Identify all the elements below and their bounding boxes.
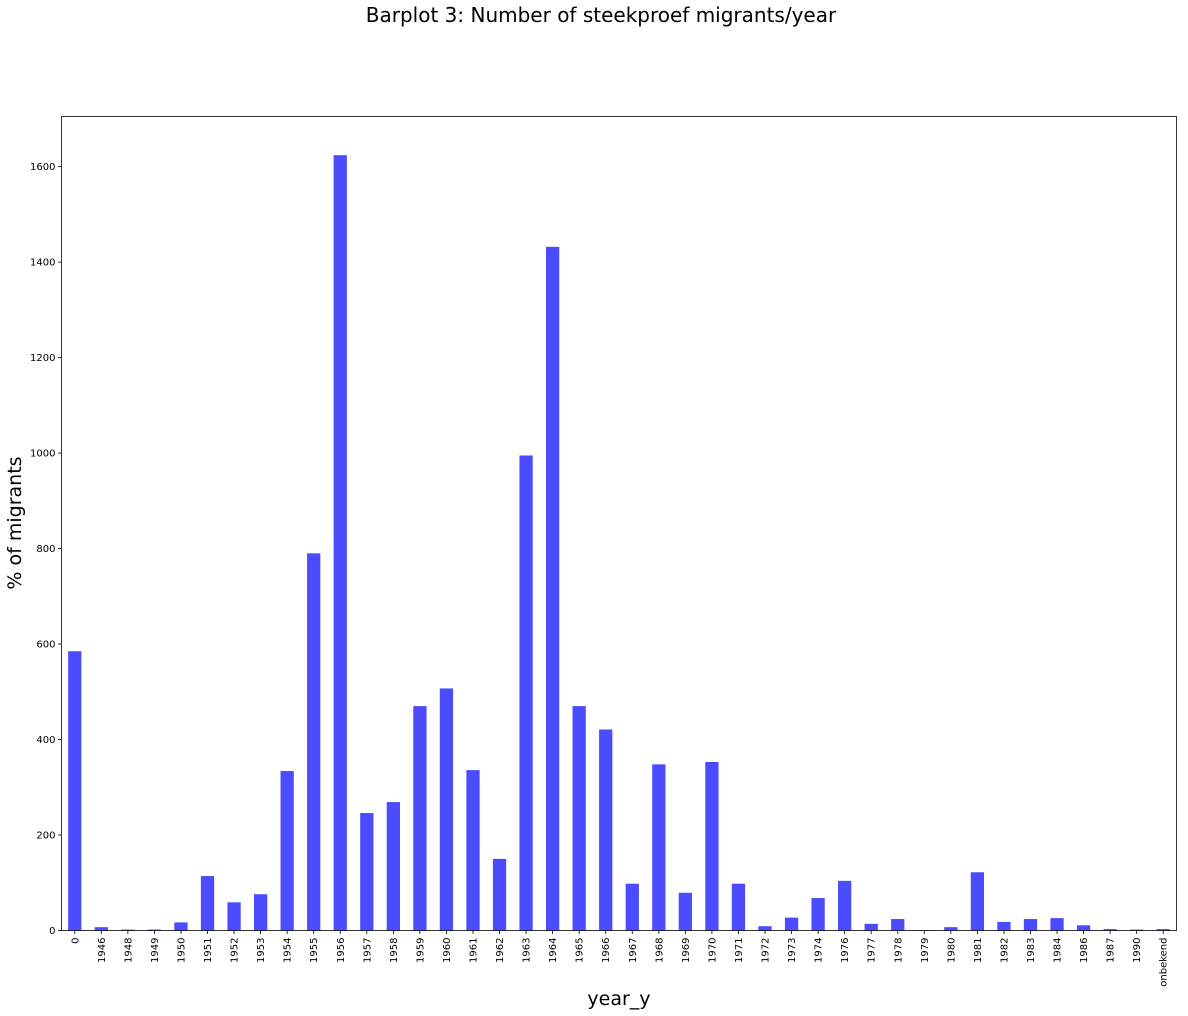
x-tick-label: 1950 (176, 938, 187, 963)
bar (360, 813, 374, 931)
bar (838, 880, 852, 931)
bar (492, 858, 507, 931)
bar (944, 927, 958, 931)
bar (599, 729, 613, 931)
bar (121, 929, 135, 931)
x-tick-label: 1966 (601, 938, 612, 963)
bar (1103, 929, 1117, 931)
y-tick-label: 0 (49, 926, 55, 937)
x-tick-label: 1964 (548, 938, 559, 963)
plot-frame (61, 116, 1177, 931)
x-tick-label: 1953 (256, 938, 267, 963)
y-tick-label: 600 (36, 640, 55, 651)
x-axis-title: year_y (587, 988, 650, 1010)
x-tick-label: 1990 (1132, 938, 1143, 963)
y-tick-label: 1400 (30, 258, 55, 269)
x-tick-label: 1960 (442, 938, 453, 963)
bar (1076, 925, 1091, 931)
x-tick-label: 1981 (973, 938, 984, 963)
x-tick-label: 1972 (761, 938, 772, 963)
bar (731, 883, 746, 931)
bar (784, 917, 799, 931)
x-tick-label: 1961 (468, 938, 479, 963)
bar (174, 922, 188, 931)
bar (253, 894, 268, 931)
bar (200, 876, 215, 931)
x-tick-label: 1984 (1053, 938, 1064, 963)
x-tick-label: 1973 (787, 938, 798, 963)
x-tick-label: 1977 (867, 938, 878, 963)
y-tick-label: 200 (36, 831, 55, 842)
bar (678, 892, 692, 931)
x-tick-label: 1959 (415, 938, 426, 963)
bar (94, 927, 108, 931)
bar (997, 921, 1011, 931)
x-tick-label: 1956 (336, 938, 347, 963)
x-tick-label: 1954 (283, 938, 294, 963)
x-tick-label: 1969 (681, 938, 692, 963)
bar (413, 706, 427, 931)
x-tick-label: 1971 (734, 938, 745, 963)
x-tick-label: 1974 (814, 938, 825, 963)
bar (386, 802, 400, 931)
x-tick-label: 1957 (362, 938, 373, 963)
bar (147, 929, 162, 931)
x-tick-label: 1948 (123, 938, 134, 963)
x-tick-label: 1983 (1026, 938, 1037, 963)
x-tick-label: 1955 (309, 938, 320, 963)
bar (572, 706, 586, 931)
bar (1130, 929, 1144, 931)
x-tick-label: 1968 (654, 938, 665, 963)
bar (519, 455, 533, 931)
bar (758, 926, 772, 931)
x-tick-label: 0 (70, 938, 81, 944)
x-tick-label: 1963 (522, 938, 533, 963)
bar (307, 553, 321, 931)
y-tick-label: 1200 (30, 353, 55, 364)
bar (625, 883, 639, 931)
chart-title: Barplot 3: Number of steekproef migrants… (366, 3, 837, 27)
bar (1050, 918, 1064, 931)
x-tick-label: 1958 (389, 938, 400, 963)
x-tick-label: onbekend (1159, 938, 1170, 987)
x-tick-label: 1967 (628, 938, 639, 963)
bar (864, 923, 878, 931)
x-tick-label: 1987 (1106, 938, 1117, 963)
y-tick-label: 800 (36, 544, 55, 555)
x-tick-label: 1962 (495, 938, 506, 963)
y-tick-label: 1600 (30, 162, 55, 173)
bar (439, 688, 454, 931)
x-tick-label: 1979 (920, 938, 931, 963)
x-tick-label: 1986 (1079, 938, 1090, 963)
bar (280, 771, 294, 931)
x-tick-label: 1946 (97, 938, 108, 963)
x-tick-label: 1949 (150, 938, 161, 963)
bar (227, 902, 241, 931)
y-axis-title: % of migrants (4, 456, 26, 589)
bar (891, 919, 905, 931)
bar (705, 761, 719, 931)
x-tick-label: 1951 (203, 938, 214, 963)
x-tick-label: 1976 (840, 938, 851, 963)
bar (68, 651, 82, 931)
bar (1023, 919, 1038, 931)
bar (811, 898, 825, 931)
bar (970, 872, 985, 931)
bar (1156, 929, 1170, 931)
x-tick-label: 1982 (999, 938, 1010, 963)
x-tick-label: 1980 (946, 938, 957, 963)
x-tick-label: 1965 (575, 938, 586, 963)
y-tick-label: 400 (36, 735, 55, 746)
x-tick-label: 1970 (707, 938, 718, 963)
bar (466, 770, 480, 931)
y-tick-label: 1000 (30, 449, 55, 460)
x-tick-label: 1952 (230, 938, 241, 963)
bar (333, 155, 347, 931)
bar (545, 246, 560, 931)
plot-area: 0 200 400 600 800 1000 1200 1400 1600 0 1946 1948 19… (30, 116, 1177, 987)
x-tick-label: 1978 (893, 938, 904, 963)
bar (652, 764, 666, 931)
